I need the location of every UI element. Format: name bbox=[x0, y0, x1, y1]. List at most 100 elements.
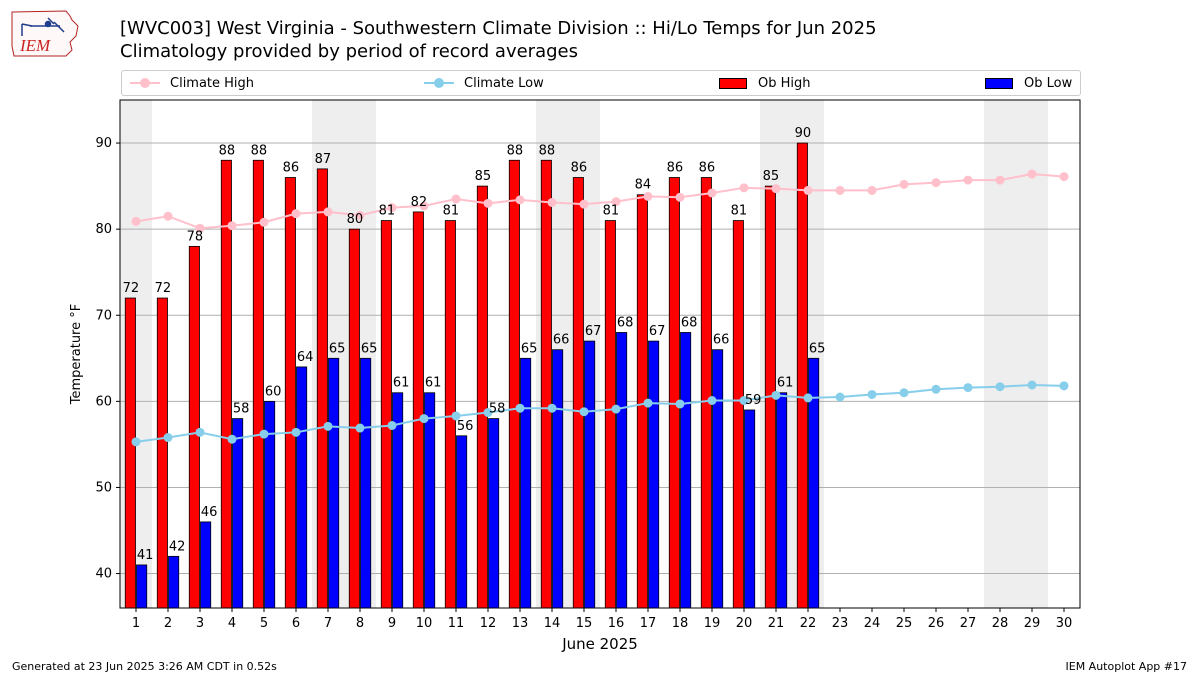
climate-low-point bbox=[611, 404, 621, 414]
ob-low-value-label: 65 bbox=[809, 341, 826, 356]
climate-low-point bbox=[291, 427, 301, 437]
climate-low-point bbox=[963, 383, 973, 393]
y-tick-label: 60 bbox=[95, 394, 112, 409]
weekend-shade bbox=[568, 100, 600, 608]
x-tick-label: 23 bbox=[832, 616, 849, 631]
ob-high-bar bbox=[124, 297, 136, 609]
chart-title: [WVC003] West Virginia - Southwestern Cl… bbox=[120, 18, 877, 39]
legend-line-marker-icon bbox=[424, 76, 454, 90]
ob-low-value-label: 61 bbox=[393, 376, 410, 391]
x-tick-label: 24 bbox=[864, 616, 881, 631]
y-tick-label: 80 bbox=[95, 222, 112, 237]
x-tick-label: 7 bbox=[324, 616, 332, 631]
weekend-shade bbox=[536, 100, 568, 608]
weekend-shade bbox=[120, 100, 152, 608]
weekend-shade bbox=[984, 100, 1016, 608]
ob-low-value-label: 68 bbox=[617, 315, 634, 330]
climate-low-point bbox=[771, 390, 781, 400]
ob-high-bar bbox=[668, 177, 680, 609]
x-tick-label: 8 bbox=[356, 616, 364, 631]
climate-high-point bbox=[835, 185, 845, 195]
climate-high-point bbox=[771, 184, 781, 194]
ob-low-bar bbox=[296, 366, 308, 609]
ob-high-value-label: 90 bbox=[795, 126, 812, 141]
ob-high-bar bbox=[700, 177, 712, 609]
climate-low-point bbox=[451, 411, 461, 421]
climate-high-point bbox=[739, 183, 749, 193]
climate-low-point bbox=[1027, 380, 1037, 390]
climate-high-point bbox=[867, 185, 877, 195]
ob-high-value-label: 82 bbox=[411, 195, 428, 210]
climate-low-point bbox=[547, 403, 557, 413]
legend-bar-icon bbox=[718, 76, 748, 90]
ob-low-bar bbox=[200, 521, 212, 609]
x-tick-label: 13 bbox=[512, 616, 529, 631]
climate-high-point bbox=[707, 188, 717, 198]
ob-high-value-label: 88 bbox=[251, 143, 268, 158]
ob-high-value-label: 88 bbox=[507, 143, 524, 158]
climate-high-point bbox=[643, 191, 653, 201]
climate-high-point bbox=[227, 221, 237, 231]
climate-high-point bbox=[803, 185, 813, 195]
x-tick-label: 12 bbox=[480, 616, 497, 631]
legend-item-ob-low: Ob Low bbox=[984, 71, 1072, 95]
ob-high-value-label: 88 bbox=[219, 143, 236, 158]
ob-low-bar bbox=[776, 392, 788, 609]
ob-low-value-label: 68 bbox=[681, 315, 698, 330]
climate-high-point bbox=[291, 209, 301, 219]
ob-low-value-label: 60 bbox=[265, 384, 282, 399]
ob-high-bar bbox=[380, 220, 392, 609]
climate-low-point bbox=[995, 382, 1005, 392]
x-tick-label: 5 bbox=[260, 616, 268, 631]
iowa-outline-shape bbox=[11, 10, 79, 57]
ob-high-bar bbox=[412, 211, 424, 609]
ob-high-bar bbox=[732, 220, 744, 609]
ob-low-bar bbox=[712, 349, 724, 609]
ob-high-value-label: 72 bbox=[123, 281, 140, 296]
chart-subtitle: Climatology provided by period of record… bbox=[120, 41, 578, 62]
ob-low-bar bbox=[456, 435, 468, 609]
climate-low-point bbox=[1059, 381, 1069, 391]
app-credit: IEM Autoplot App #17 bbox=[1065, 660, 1188, 673]
ob-high-bar bbox=[156, 297, 168, 609]
climate-low-point bbox=[931, 384, 941, 394]
ob-high-bar bbox=[604, 220, 616, 609]
ob-high-value-label: 86 bbox=[699, 160, 716, 175]
legend-item-ob-high: Ob High bbox=[718, 71, 811, 95]
y-tick-label: 50 bbox=[95, 480, 112, 495]
ob-high-bar bbox=[284, 177, 296, 609]
climate-low-point bbox=[355, 423, 365, 433]
climate-low-point bbox=[675, 399, 685, 409]
ob-low-value-label: 65 bbox=[361, 341, 378, 356]
x-tick-label: 26 bbox=[928, 616, 945, 631]
climate-high-point bbox=[1059, 172, 1069, 182]
legend-bar-icon bbox=[984, 76, 1014, 90]
y-tick-label: 70 bbox=[95, 308, 112, 323]
ob-low-value-label: 65 bbox=[329, 341, 346, 356]
ob-high-bar bbox=[348, 228, 360, 609]
ob-high-bar bbox=[188, 245, 200, 609]
climate-high-point bbox=[323, 207, 333, 217]
ob-low-value-label: 66 bbox=[553, 333, 570, 348]
ob-high-bar bbox=[508, 159, 520, 609]
ob-low-bar bbox=[648, 340, 660, 609]
climate-low-point bbox=[515, 403, 525, 413]
ob-low-bar bbox=[552, 349, 564, 609]
x-tick-label: 29 bbox=[1024, 616, 1041, 631]
y-tick-label: 40 bbox=[95, 567, 112, 582]
climate-high-point bbox=[131, 216, 141, 226]
climate-high-point bbox=[387, 203, 397, 213]
x-tick-label: 17 bbox=[640, 616, 657, 631]
x-tick-label: 20 bbox=[736, 616, 753, 631]
weather-station-icon bbox=[21, 17, 65, 36]
ob-low-value-label: 46 bbox=[201, 505, 218, 520]
ob-low-bar bbox=[136, 564, 148, 609]
x-tick-label: 9 bbox=[388, 616, 396, 631]
ob-low-value-label: 58 bbox=[489, 402, 506, 417]
x-tick-label: 16 bbox=[608, 616, 625, 631]
x-tick-label: 15 bbox=[576, 616, 593, 631]
climate-high-point bbox=[259, 217, 269, 227]
climate-low-point bbox=[419, 414, 429, 424]
climate-high-point bbox=[355, 210, 365, 220]
